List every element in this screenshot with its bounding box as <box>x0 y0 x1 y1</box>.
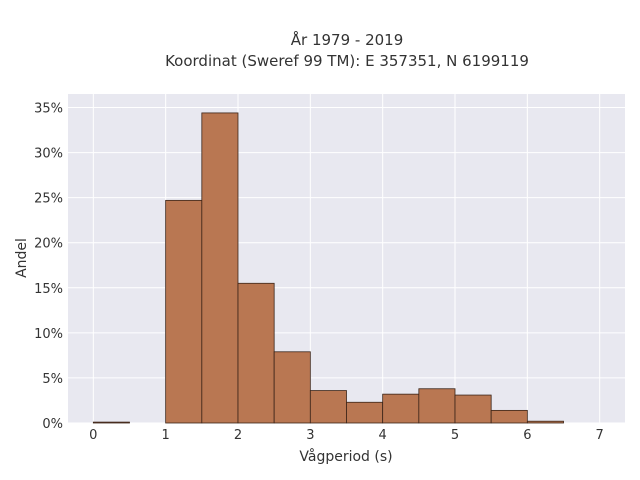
y-tick-label: 25% <box>34 192 63 207</box>
y-axis-label: Andel <box>14 238 30 278</box>
y-tick-label: 15% <box>34 282 63 297</box>
x-tick-label: 4 <box>379 428 387 443</box>
bars <box>92 112 564 424</box>
y-tick-label: 0% <box>42 417 63 432</box>
histogram-bar <box>490 409 528 424</box>
histogram-bar <box>273 351 311 424</box>
histogram-bar <box>346 401 384 424</box>
x-tick-label: 3 <box>306 428 314 443</box>
histogram-bar <box>165 199 203 424</box>
chart-title: År 1979 - 2019 <box>291 30 404 49</box>
x-tick-label: 2 <box>234 428 242 443</box>
x-axis-label: Vågperiod (s) <box>299 448 392 465</box>
y-tick-label: 20% <box>34 237 63 252</box>
histogram-bar <box>454 394 492 424</box>
y-tick-label: 5% <box>42 372 63 387</box>
y-tick-label: 35% <box>34 102 63 117</box>
x-tick-label: 0 <box>89 428 97 443</box>
histogram-bar <box>309 390 347 424</box>
x-axis-ticks: 0 1 2 3 4 5 6 7 <box>89 428 604 443</box>
histogram-bar <box>418 388 456 424</box>
x-tick-label: 1 <box>162 428 170 443</box>
y-tick-label: 30% <box>34 147 63 162</box>
y-axis-ticks: 0% 5% 10% 15% 20% 25% 30% 35% <box>34 102 63 432</box>
y-tick-label: 10% <box>34 327 63 342</box>
x-tick-label: 7 <box>596 428 604 443</box>
x-tick-label: 6 <box>523 428 531 443</box>
grid-lines <box>68 94 625 424</box>
histogram-bar <box>382 393 420 424</box>
plot-area <box>68 94 625 423</box>
histogram-bar <box>201 112 239 424</box>
histogram-bar <box>92 421 130 424</box>
histogram-bar <box>526 420 564 424</box>
histogram-bar <box>237 282 275 424</box>
chart-subtitle: Koordinat (Sweref 99 TM): E 357351, N 61… <box>165 52 529 70</box>
x-tick-label: 5 <box>451 428 459 443</box>
